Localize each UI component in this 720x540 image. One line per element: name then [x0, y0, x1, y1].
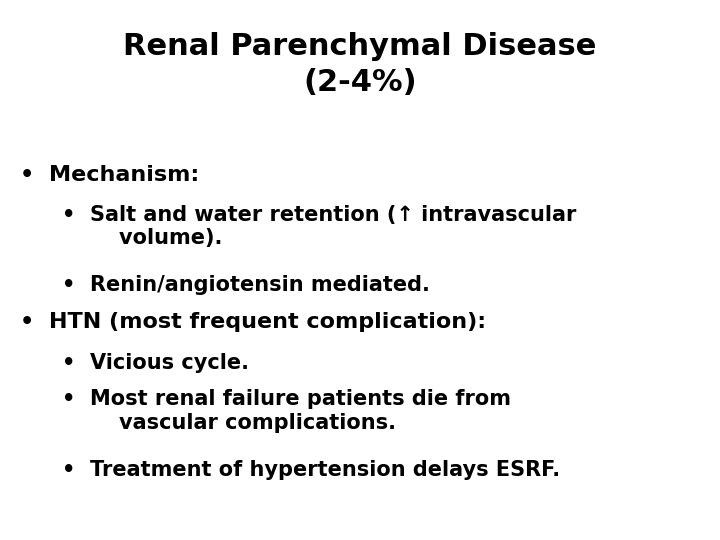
Text: Most renal failure patients die from
    vascular complications.: Most renal failure patients die from vas…: [90, 389, 511, 433]
Text: Renin/angiotensin mediated.: Renin/angiotensin mediated.: [90, 275, 430, 295]
Text: •: •: [62, 353, 75, 373]
Text: •: •: [62, 275, 75, 295]
Text: •: •: [20, 312, 35, 332]
Text: •: •: [62, 205, 75, 225]
Text: •: •: [62, 460, 75, 480]
Text: Treatment of hypertension delays ESRF.: Treatment of hypertension delays ESRF.: [90, 460, 560, 480]
Text: HTN (most frequent complication):: HTN (most frequent complication):: [49, 312, 486, 332]
Text: Vicious cycle.: Vicious cycle.: [90, 353, 249, 373]
Text: Salt and water retention (↑ intravascular
    volume).: Salt and water retention (↑ intravascula…: [90, 205, 577, 248]
Text: Renal Parenchymal Disease
(2-4%): Renal Parenchymal Disease (2-4%): [123, 32, 597, 97]
Text: •: •: [62, 389, 75, 409]
Text: Mechanism:: Mechanism:: [49, 165, 199, 185]
Text: •: •: [20, 165, 35, 185]
